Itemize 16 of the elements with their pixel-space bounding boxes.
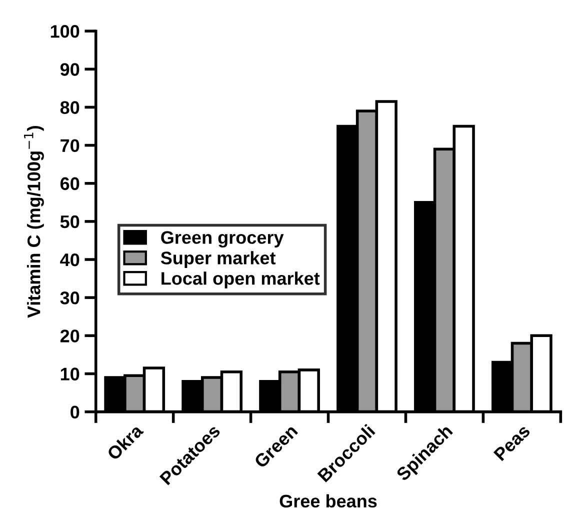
y-tick-label: 10 bbox=[60, 368, 80, 380]
legend-label: Super market bbox=[160, 251, 276, 268]
y-tick-label: 80 bbox=[60, 101, 80, 114]
y-tick-label: 30 bbox=[60, 292, 80, 304]
legend-label: Local open market bbox=[162, 272, 320, 288]
x-axis-title: Gree beans bbox=[280, 494, 377, 508]
y-axis-title: Vitamin C (mg/100g$^{−1}$) bbox=[24, 126, 44, 318]
legend-label: Green grocery bbox=[161, 231, 284, 248]
y-tick-label: 70 bbox=[60, 139, 80, 152]
y-tick-label: 0 bbox=[70, 406, 80, 419]
y-tick-label: 20 bbox=[60, 330, 80, 342]
y-tick-label: 60 bbox=[60, 177, 80, 190]
y-tick-label: 100 bbox=[50, 25, 80, 38]
y-tick-label: 40 bbox=[60, 253, 80, 266]
y-tick-label: 90 bbox=[60, 63, 80, 76]
y-tick-label: 50 bbox=[60, 215, 80, 228]
